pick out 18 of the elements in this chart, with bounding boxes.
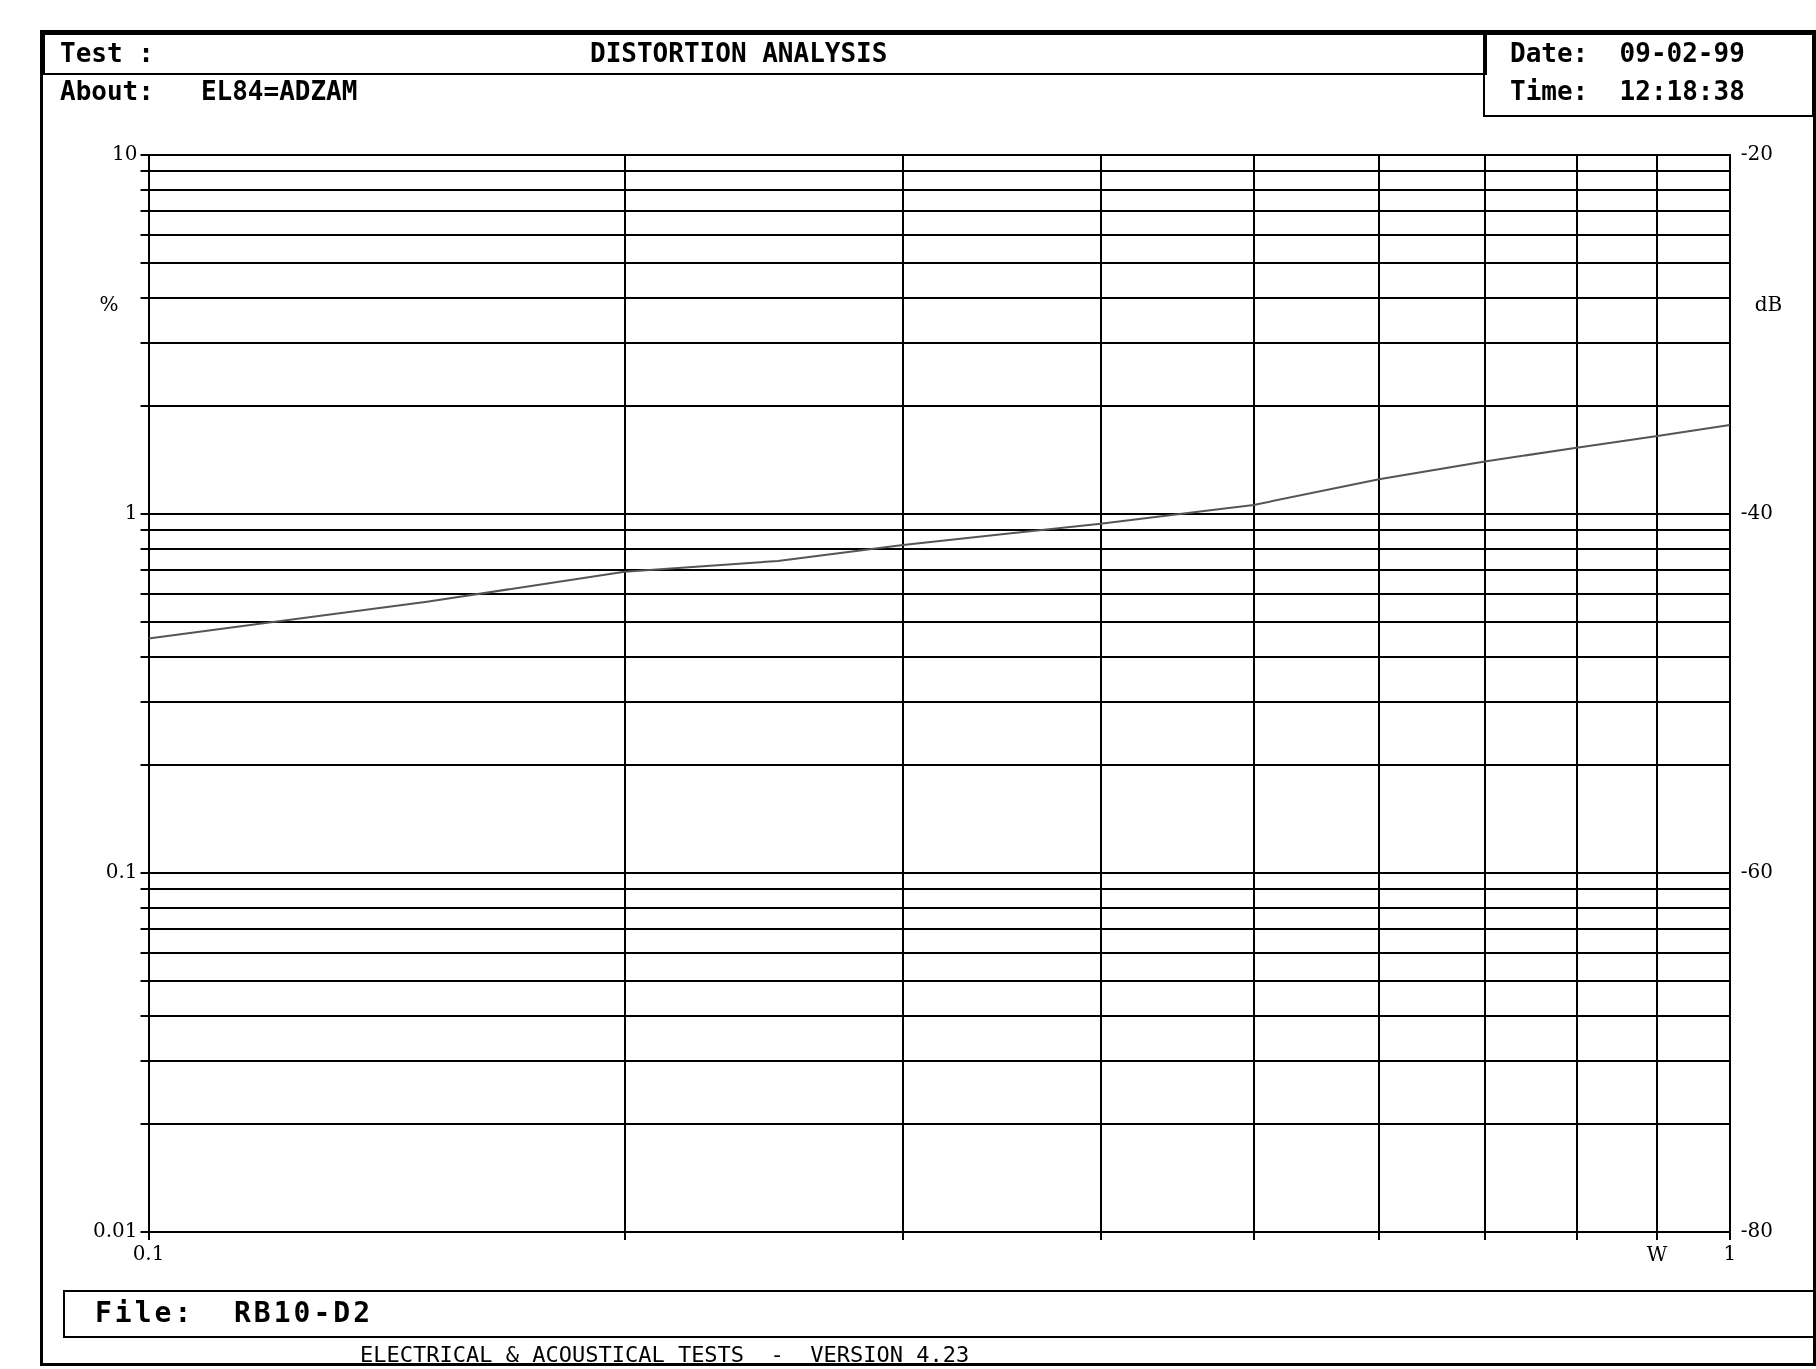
y-tick-label: 0.1: [105, 859, 138, 884]
text: ELECTRICAL & ACOUSTICAL TESTS - VERSION 4.23: [360, 1342, 970, 1367]
y-tick-label: 0.01: [93, 1218, 138, 1243]
y-tick-label: 10: [112, 141, 138, 166]
y-tick-label: 1: [124, 500, 138, 525]
y2-tick-label: -40: [1740, 500, 1774, 525]
y2-tick-label: -80: [1740, 1218, 1774, 1243]
y2-axis-title: dB: [1754, 291, 1783, 316]
text: Date: 09-02-99: [1510, 38, 1745, 68]
chart-title: DISTORTION ANALYSIS: [590, 38, 888, 68]
y2-tick-label: -60: [1740, 859, 1774, 884]
text: File: RB10-D2: [95, 1296, 374, 1329]
y-axis-title: %: [99, 291, 119, 316]
text: Test :: [60, 38, 154, 68]
x-axis-title: W: [1646, 1242, 1668, 1267]
text: Time: 12:18:38: [1510, 76, 1745, 106]
text: About: EL84=ADZAM: [60, 76, 358, 106]
y2-tick-label: -20: [1740, 141, 1774, 166]
